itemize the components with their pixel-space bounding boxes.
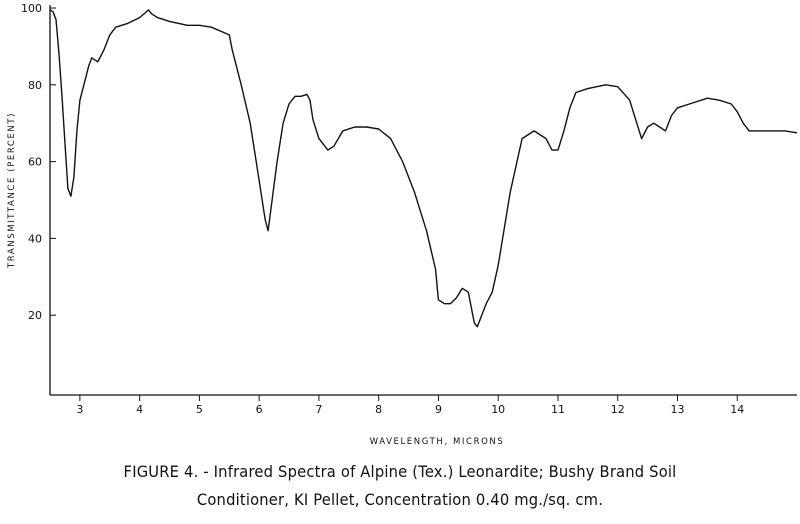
x-tick-label: 5: [196, 403, 203, 416]
axes: 20 40 60 80 100 3 4 5 6 7 8 9 10 11 12 13 14: [21, 2, 797, 416]
x-tick-label: 10: [491, 403, 505, 416]
y-tick-label: 100: [21, 2, 42, 15]
x-tick-label: 8: [375, 403, 382, 416]
y-tick-label: 40: [28, 232, 42, 245]
y-tick-label: 80: [28, 79, 42, 92]
x-tick-label: 7: [315, 403, 322, 416]
x-tick-label: 3: [76, 403, 83, 416]
x-tick-label: 9: [435, 403, 442, 416]
figure-caption-line-2: Conditioner, KI Pellet, Concentration 0.…: [196, 490, 604, 509]
y-axis-title: TRANSMITTANCE (PERCENT): [7, 112, 17, 269]
x-tick-label: 6: [256, 403, 263, 416]
x-tick-label: 14: [730, 403, 744, 416]
x-ticks: 3 4 5 6 7 8 9 10 11 12 13 14: [76, 395, 744, 416]
figure-caption-line-1: FIGURE 4. - Infrared Spectra of Alpine (…: [123, 462, 677, 481]
x-tick-label: 13: [670, 403, 684, 416]
spectrum-series-line: [49, 9, 798, 328]
y-ticks: 20 40 60 80 100: [21, 2, 56, 322]
x-tick-label: 4: [136, 403, 143, 416]
x-tick-label: 12: [611, 403, 625, 416]
y-tick-label: 60: [28, 156, 42, 169]
ir-spectrum-chart: 20 40 60 80 100 3 4 5 6 7 8 9 10 11 12 13 14 TRANSMITTA…: [7, 2, 798, 447]
x-axis-title: WAVELENGTH, MICRONS: [370, 437, 505, 447]
x-tick-label: 11: [551, 403, 565, 416]
y-tick-label: 20: [28, 309, 42, 322]
